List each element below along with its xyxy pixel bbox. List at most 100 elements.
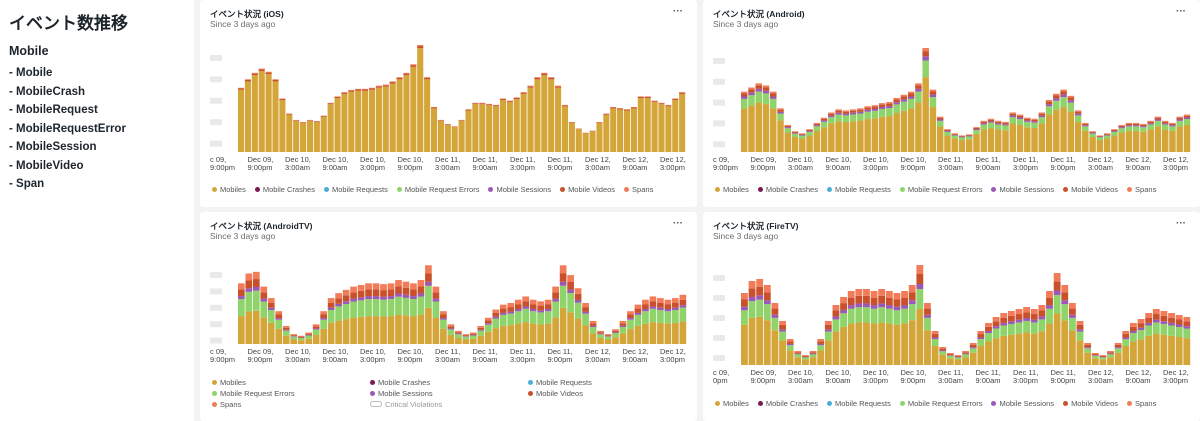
bar-segment[interactable]	[939, 347, 947, 349]
bar-segment[interactable]	[908, 300, 916, 305]
bar-segment[interactable]	[417, 293, 425, 297]
bar-segment[interactable]	[1084, 347, 1092, 349]
bar-segment[interactable]	[791, 133, 799, 138]
bar-segment[interactable]	[432, 317, 440, 344]
bar-segment[interactable]	[382, 86, 389, 152]
bar-segment[interactable]	[417, 314, 425, 344]
bar-segment[interactable]	[842, 115, 850, 123]
bar-segment[interactable]	[1183, 125, 1191, 152]
bar-segment[interactable]	[664, 304, 672, 310]
bar-segment[interactable]	[649, 308, 657, 323]
bar-segment[interactable]	[1152, 322, 1160, 334]
bar-segment[interactable]	[320, 318, 327, 320]
bar-segment[interactable]	[425, 307, 432, 344]
bar-segment[interactable]	[1107, 357, 1114, 365]
bar-segment[interactable]	[469, 332, 477, 334]
bar-segment[interactable]	[901, 291, 908, 298]
bar-segment[interactable]	[1053, 98, 1060, 101]
bar-segment[interactable]	[499, 308, 507, 313]
bar-segment[interactable]	[1122, 339, 1130, 346]
bar-segment[interactable]	[929, 94, 937, 98]
bar-segment[interactable]	[1053, 110, 1060, 152]
bar-segment[interactable]	[472, 104, 479, 152]
bar-segment[interactable]	[802, 355, 809, 356]
bar-segment[interactable]	[1118, 132, 1125, 152]
bar-segment[interactable]	[817, 350, 825, 365]
bar-segment[interactable]	[275, 318, 283, 320]
bar-segment[interactable]	[1111, 129, 1118, 130]
bar-segment[interactable]	[962, 357, 970, 365]
bar-segment[interactable]	[779, 321, 786, 325]
bar-segment[interactable]	[786, 350, 794, 365]
bar-segment[interactable]	[1140, 123, 1147, 125]
bar-segment[interactable]	[1023, 318, 1031, 321]
bar-segment[interactable]	[741, 98, 748, 109]
bar-segment[interactable]	[878, 303, 886, 308]
bar-segment[interactable]	[1030, 314, 1038, 320]
bar-segment[interactable]	[1103, 134, 1111, 136]
bar-segment[interactable]	[335, 306, 342, 321]
bar-segment[interactable]	[878, 116, 886, 152]
bar-segment[interactable]	[762, 93, 770, 105]
bar-segment[interactable]	[1118, 124, 1125, 126]
bar-segment[interactable]	[1111, 131, 1118, 136]
bar-segment[interactable]	[267, 310, 275, 323]
bar-segment[interactable]	[507, 311, 515, 314]
legend-item[interactable]: Mobile Requests	[826, 399, 891, 408]
bar-segment[interactable]	[995, 129, 1002, 152]
bar-segment[interactable]	[238, 89, 245, 152]
bar-segment[interactable]	[946, 355, 954, 356]
bar-segment[interactable]	[966, 136, 973, 140]
bar-segment[interactable]	[597, 332, 604, 334]
bar-segment[interactable]	[342, 295, 350, 302]
bar-segment[interactable]	[1000, 335, 1008, 365]
bar-segment[interactable]	[748, 301, 756, 318]
bar-segment[interactable]	[794, 353, 802, 355]
bar-segment[interactable]	[849, 109, 857, 111]
bar-segment[interactable]	[1168, 313, 1175, 318]
bar-segment[interactable]	[915, 83, 922, 86]
bar-segment[interactable]	[486, 104, 493, 106]
bar-segment[interactable]	[544, 311, 552, 324]
bar-segment[interactable]	[915, 91, 922, 103]
bar-segment[interactable]	[1067, 111, 1075, 152]
bar-segment[interactable]	[741, 293, 748, 300]
bar-segment[interactable]	[342, 303, 350, 320]
bar-segment[interactable]	[992, 326, 1000, 329]
bar-segment[interactable]	[847, 297, 855, 306]
bar-segment[interactable]	[1023, 307, 1031, 313]
bar-segment[interactable]	[634, 308, 642, 313]
bar-segment[interactable]	[1161, 120, 1169, 122]
bar-segment[interactable]	[1038, 331, 1046, 365]
bar-segment[interactable]	[484, 331, 492, 344]
bar-segment[interactable]	[552, 292, 559, 299]
bar-segment[interactable]	[582, 311, 589, 314]
bar-segment[interactable]	[1103, 133, 1111, 135]
bar-segment[interactable]	[634, 312, 642, 315]
bar-segment[interactable]	[1096, 135, 1104, 137]
bar-segment[interactable]	[828, 115, 835, 118]
bar-segment[interactable]	[245, 280, 253, 289]
bar-segment[interactable]	[958, 137, 966, 141]
bar-segment[interactable]	[297, 335, 305, 337]
bar-segment[interactable]	[362, 90, 369, 152]
bar-segment[interactable]	[312, 324, 320, 327]
bar-segment[interactable]	[835, 121, 842, 152]
bar-segment[interactable]	[958, 140, 966, 152]
bar-segment[interactable]	[597, 334, 604, 338]
bar-segment[interactable]	[603, 114, 610, 152]
legend-item[interactable]: Spans	[212, 399, 370, 409]
bar-segment[interactable]	[1091, 355, 1099, 359]
bar-segment[interactable]	[931, 345, 939, 365]
bar-segment[interactable]	[552, 298, 559, 302]
bar-segment[interactable]	[582, 313, 589, 326]
bar-segment[interactable]	[973, 127, 980, 128]
bar-segment[interactable]	[966, 134, 973, 136]
bar-segment[interactable]	[855, 295, 863, 304]
bar-segment[interactable]	[305, 338, 313, 344]
bar-segment[interactable]	[355, 88, 362, 90]
bar-segment[interactable]	[1009, 113, 1017, 116]
bar-segment[interactable]	[748, 105, 755, 152]
bar-segment[interactable]	[327, 302, 335, 308]
